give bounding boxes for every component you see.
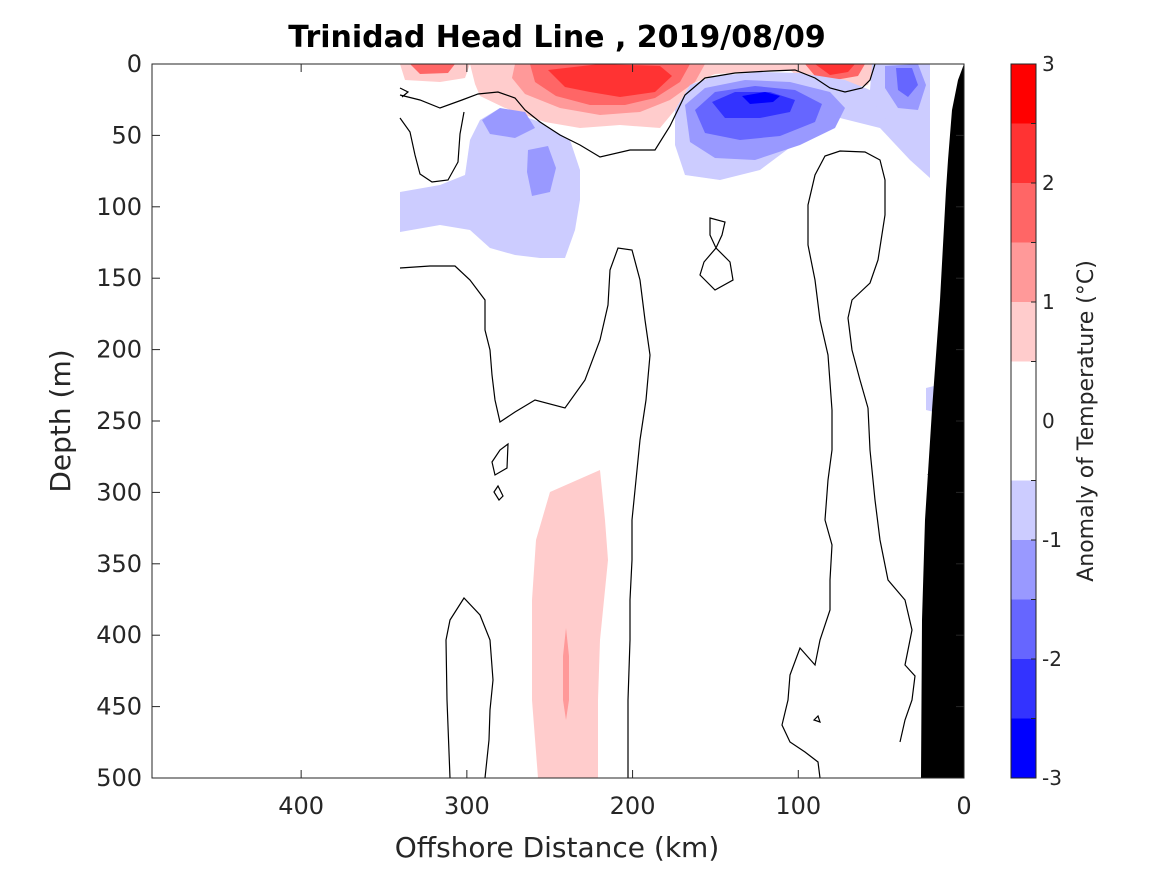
- warm-surface-3: [548, 64, 672, 97]
- deep-warm-column: [532, 470, 608, 778]
- colorbar-tick-label: 0: [1042, 409, 1055, 433]
- y-tick-label: 50: [111, 121, 142, 149]
- bathymetry-seafloor: [921, 64, 964, 778]
- colorbar-band: [1011, 718, 1036, 778]
- y-axis: 0 50 100 150 200 250 300 350 400 450 500: [96, 50, 964, 792]
- x-tick-label: 200: [610, 792, 656, 820]
- y-tick-label: 250: [96, 407, 142, 435]
- colorbar-band: [1011, 540, 1036, 600]
- warm-patch-1-core: [410, 64, 455, 74]
- contour-left-lobe: [399, 111, 465, 183]
- x-axis-title: Offshore Distance (km): [395, 831, 720, 864]
- colorbar-tick-label: 3: [1042, 52, 1055, 76]
- cold-patch-2-inner: [896, 68, 918, 97]
- colorbar-band: [1011, 480, 1036, 540]
- deep-warm-core: [563, 628, 569, 720]
- colorbar-tick-label: -2: [1042, 647, 1062, 671]
- chart-title: Trinidad Head Line , 2019/08/09: [288, 20, 825, 55]
- cold-patch-small: [926, 386, 934, 412]
- colorbar-band: [1011, 659, 1036, 719]
- y-tick-label: 200: [96, 336, 142, 364]
- y-tick-label: 500: [96, 764, 142, 792]
- cold-core-4: [742, 92, 780, 104]
- y-tick-label: 350: [96, 550, 142, 578]
- contour-small-wedge: [399, 87, 410, 98]
- colorbar-band: [1011, 302, 1036, 362]
- y-tick-label: 150: [96, 264, 142, 292]
- colorbar-frame: [1010, 63, 1037, 779]
- colorbar-tick-label: -3: [1042, 766, 1062, 790]
- x-tick-label: 400: [278, 792, 324, 820]
- contour-figure-eight: [699, 217, 734, 291]
- contour-mid-boundary: [399, 247, 651, 778]
- colorbar-title: Anomaly of Temperature (°C): [1074, 260, 1099, 582]
- colorbar-band: [1011, 64, 1036, 124]
- cold-patch-1-mid-a: [482, 108, 535, 138]
- y-tick-label: 300: [96, 478, 142, 506]
- colorbar-band: [1011, 599, 1036, 659]
- cold-patch-1-fill: [400, 108, 580, 258]
- colorbar-band: [1011, 123, 1036, 183]
- contour-deep-left: [445, 597, 494, 778]
- contour-tiny-loop: [812, 714, 821, 723]
- contour-loop-a: [491, 442, 509, 476]
- y-axis-title: Depth (m): [44, 349, 77, 492]
- colorbar-band: [1011, 183, 1036, 243]
- y-tick-label: 0: [127, 50, 142, 78]
- x-axis: 400 300 200 100 0: [278, 64, 972, 820]
- contour-surface-front: [399, 64, 876, 158]
- cold-patch-1-mid-b: [527, 146, 556, 196]
- contour-outer-right: [867, 407, 916, 743]
- colorbar-band: [1011, 361, 1036, 481]
- colorbar-tick-label: -1: [1042, 528, 1062, 552]
- contour-right-column: [781, 150, 886, 778]
- y-tick-label: 100: [96, 193, 142, 221]
- y-tick-label: 400: [96, 621, 142, 649]
- warm-patch-3-core: [815, 64, 855, 75]
- anomaly-fill-layer: [400, 64, 934, 778]
- x-tick-label: 300: [444, 792, 490, 820]
- y-tick-label: 450: [96, 693, 142, 721]
- colorbar-tick-label: 2: [1042, 171, 1055, 195]
- x-tick-label: 0: [956, 792, 971, 820]
- zero-contour-layer: [399, 64, 935, 778]
- contour-loop-b: [493, 484, 504, 501]
- colorbar: 3 2 1 0 -1 -2 -3: [1010, 52, 1062, 790]
- x-tick-label: 100: [775, 792, 821, 820]
- colorbar-band: [1011, 242, 1036, 302]
- colorbar-tick-label: 1: [1042, 290, 1055, 314]
